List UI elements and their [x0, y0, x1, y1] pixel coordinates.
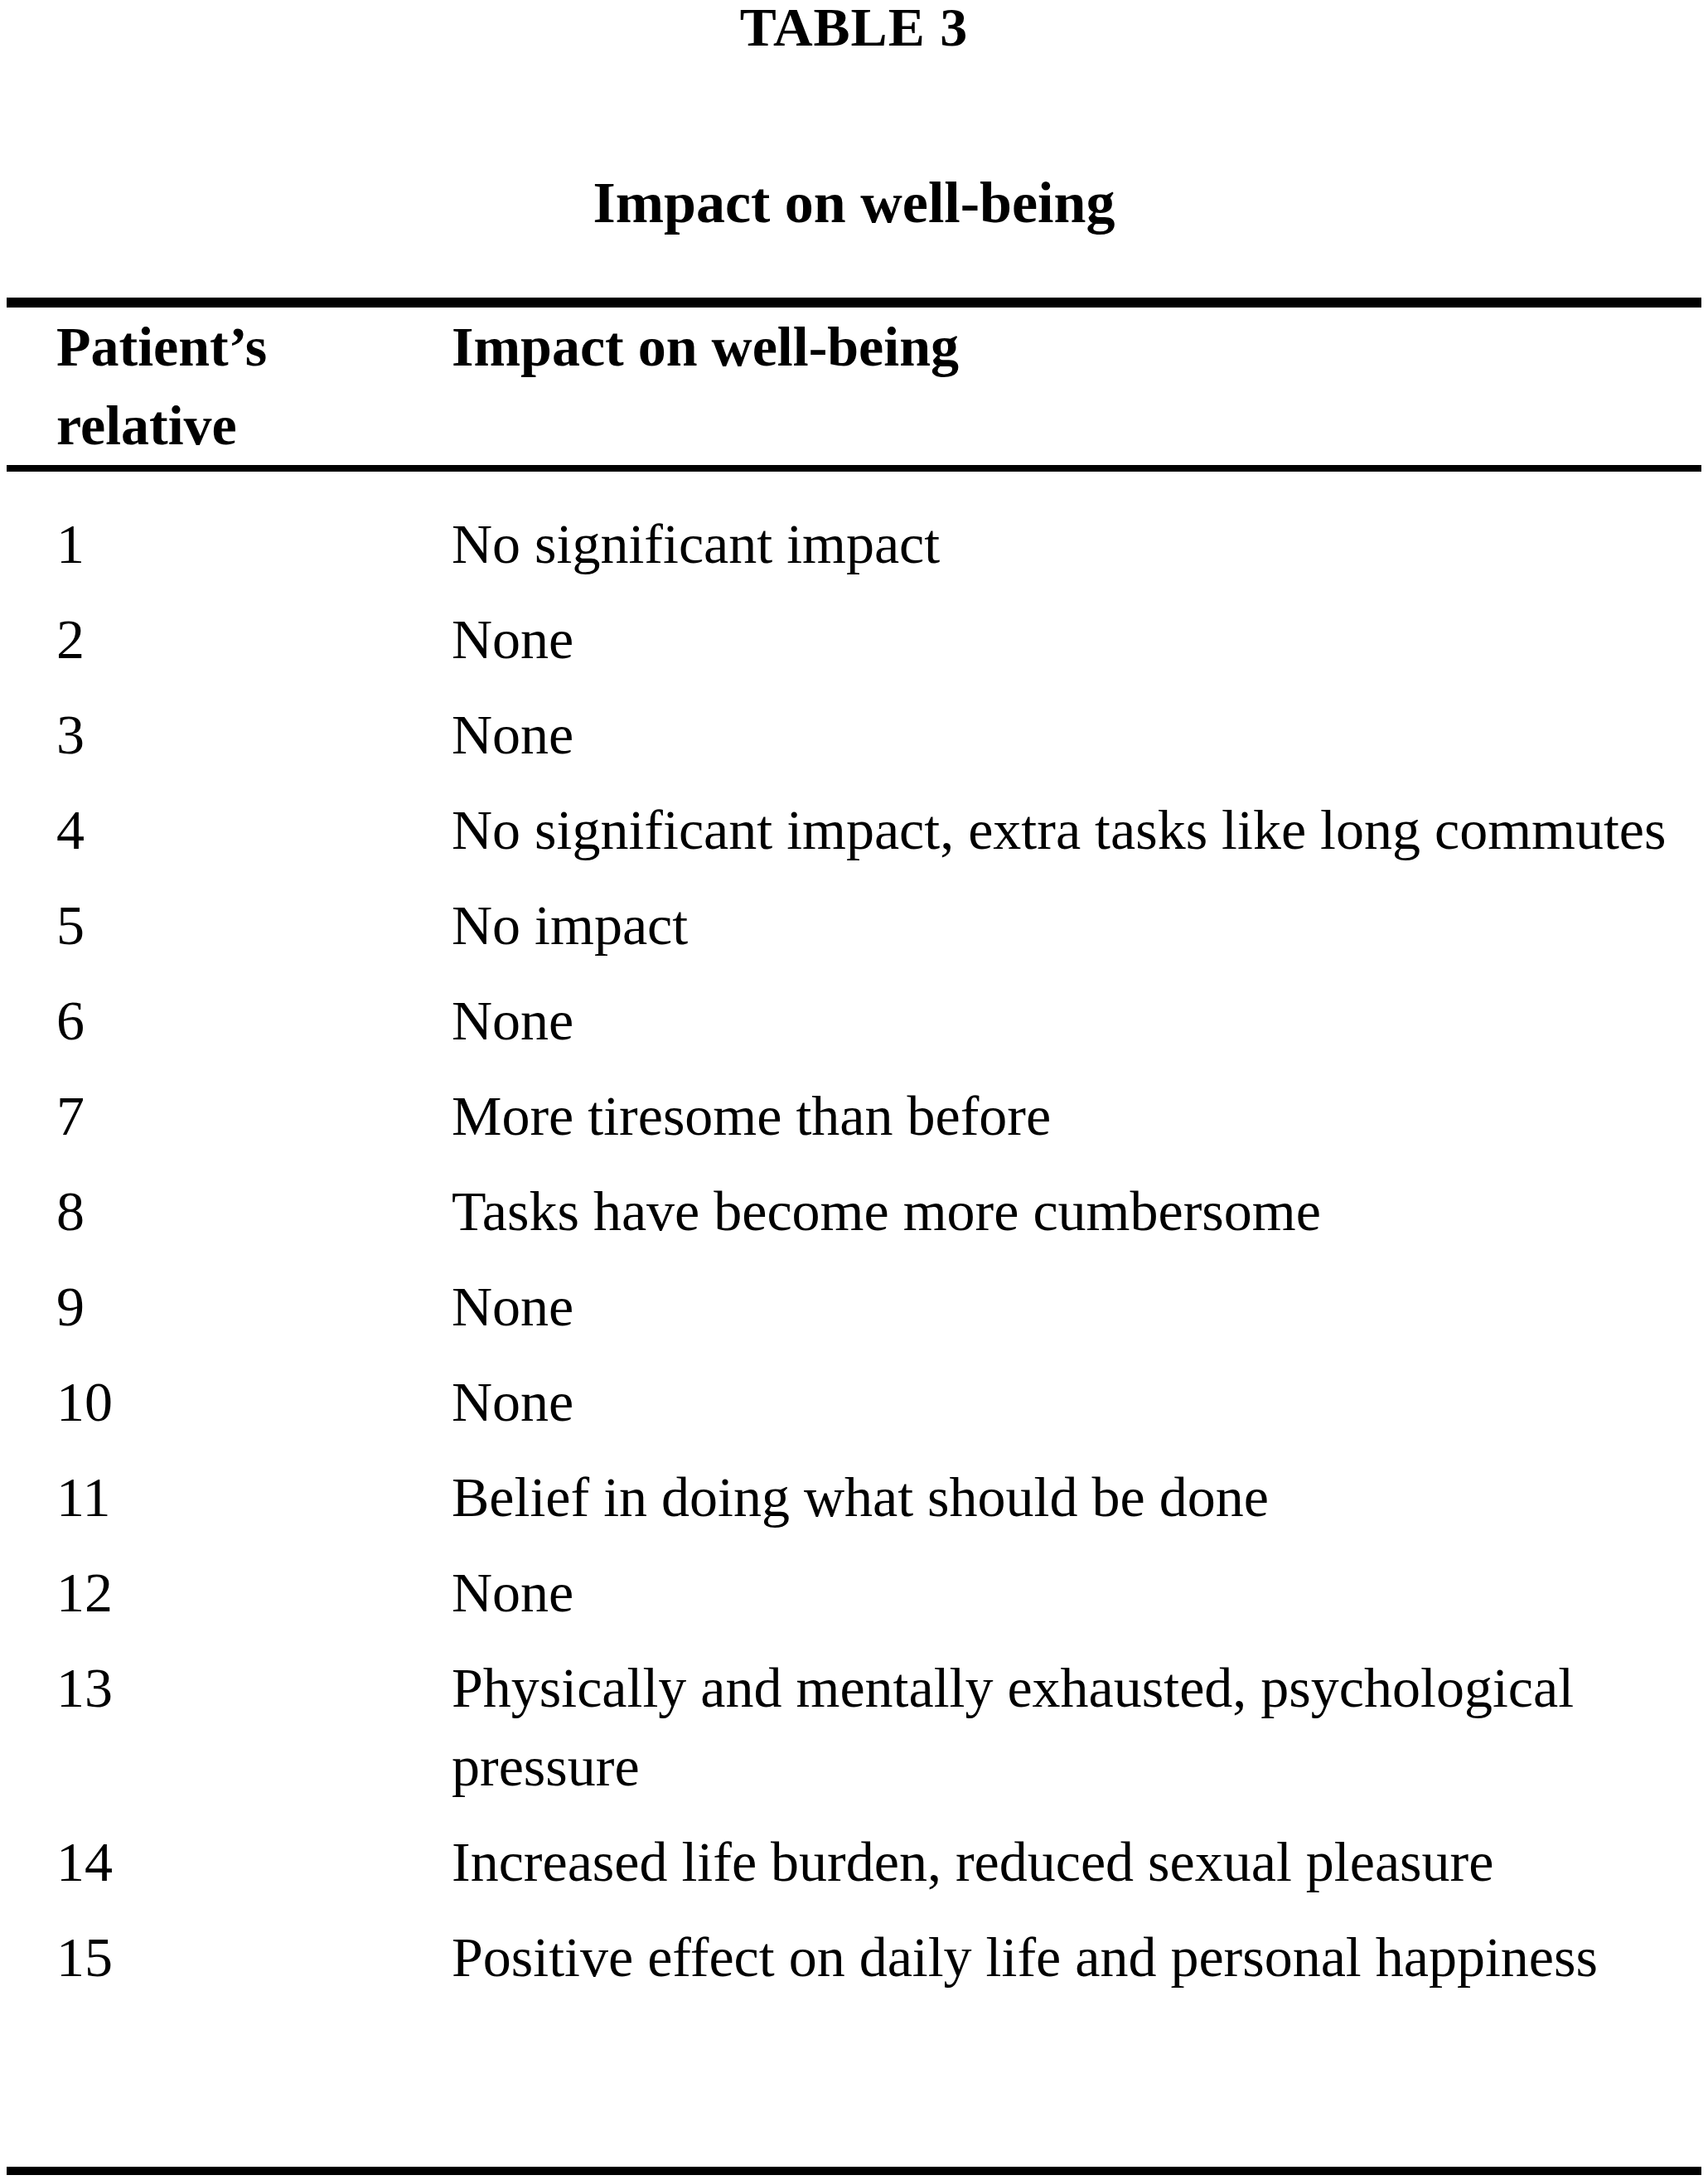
document-page: TABLE 3 Impact on well-being Patient’s r…: [0, 0, 1708, 2180]
relative-id-cell: 9: [7, 1267, 452, 1346]
relative-id-cell: 15: [7, 1918, 452, 1997]
impact-cell: No significant impact: [452, 505, 1701, 584]
table-row: 11 Belief in doing what should be done: [7, 1458, 1701, 1537]
impact-table: Patient’s relative Impact on well-being …: [7, 298, 1701, 2175]
relative-id-cell: 6: [7, 981, 452, 1060]
table-row: 12 None: [7, 1553, 1701, 1632]
impact-cell: Physically and mentally exhausted, psych…: [452, 1649, 1701, 1806]
impact-cell: Tasks have become more cumbersome: [452, 1172, 1701, 1251]
table-row: 3 None: [7, 695, 1701, 774]
table-row: 4 No significant impact, extra tasks lik…: [7, 791, 1701, 870]
table-label: TABLE 3: [0, 0, 1708, 55]
column-header-impact-on-well-being: Impact on well-being: [452, 308, 1701, 386]
impact-cell: No impact: [452, 886, 1701, 965]
impact-cell: None: [452, 981, 1701, 1060]
impact-cell: None: [452, 1363, 1701, 1441]
impact-cell: None: [452, 1267, 1701, 1346]
table-row: 6 None: [7, 981, 1701, 1060]
relative-id-cell: 4: [7, 791, 452, 870]
relative-id-cell: 13: [7, 1649, 452, 1727]
relative-id-cell: 5: [7, 886, 452, 965]
relative-id-cell: 10: [7, 1363, 452, 1441]
impact-cell: None: [452, 695, 1701, 774]
table-row: 2 None: [7, 600, 1701, 679]
impact-cell: None: [452, 1553, 1701, 1632]
impact-cell: Positive effect on daily life and person…: [452, 1918, 1701, 1997]
relative-id-cell: 7: [7, 1077, 452, 1155]
impact-cell: Increased life burden, reduced sexual pl…: [452, 1823, 1701, 1901]
impact-cell: None: [452, 600, 1701, 679]
table-title: Impact on well-being: [0, 174, 1708, 232]
table-row: 14 Increased life burden, reduced sexual…: [7, 1823, 1701, 1901]
table-row: 10 None: [7, 1363, 1701, 1441]
relative-id-cell: 8: [7, 1172, 452, 1251]
table-row: 15 Positive effect on daily life and per…: [7, 1918, 1701, 1997]
relative-id-cell: 2: [7, 600, 452, 679]
table-row: 7 More tiresome than before: [7, 1077, 1701, 1155]
relative-id-cell: 11: [7, 1458, 452, 1537]
impact-cell: No significant impact, extra tasks like …: [452, 791, 1701, 870]
table-row: 9 None: [7, 1267, 1701, 1346]
relative-id-cell: 1: [7, 505, 452, 584]
relative-id-cell: 12: [7, 1553, 452, 1632]
table-body: 1 No significant impact 2 None 3 None 4 …: [7, 472, 1701, 1997]
table-row: 13 Physically and mentally exhausted, ps…: [7, 1649, 1701, 1806]
impact-cell: More tiresome than before: [452, 1077, 1701, 1155]
column-header-patients-relative: Patient’s relative: [7, 308, 452, 465]
table-row: 8 Tasks have become more cumbersome: [7, 1172, 1701, 1251]
relative-id-cell: 3: [7, 695, 452, 774]
table-row: 1 No significant impact: [7, 505, 1701, 584]
relative-id-cell: 14: [7, 1823, 452, 1901]
table-header-row: Patient’s relative Impact on well-being: [7, 308, 1701, 472]
table-row: 5 No impact: [7, 886, 1701, 965]
impact-cell: Belief in doing what should be done: [452, 1458, 1701, 1537]
